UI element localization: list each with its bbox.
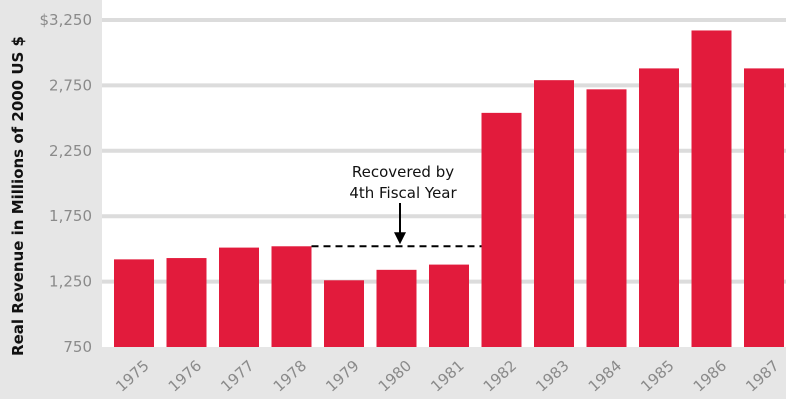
x-tick-label: 1983 bbox=[532, 357, 572, 396]
x-tick-label: 1987 bbox=[742, 357, 782, 396]
bar-1981 bbox=[429, 264, 469, 347]
x-tick-label: 1978 bbox=[270, 357, 310, 396]
bar-1983 bbox=[534, 80, 574, 347]
x-tick-label: 1981 bbox=[427, 357, 467, 396]
bar-1979 bbox=[324, 280, 364, 347]
bar-1987 bbox=[744, 68, 784, 348]
bar-1980 bbox=[376, 269, 417, 347]
annotation: Recovered by 4th Fiscal Year bbox=[311, 163, 482, 248]
x-tick-label: 1980 bbox=[375, 357, 415, 396]
annotation-line-1: Recovered by bbox=[352, 163, 454, 181]
bars bbox=[114, 30, 784, 348]
bar-1975 bbox=[114, 259, 154, 347]
bar-1982 bbox=[481, 112, 522, 347]
y-tick-label: 1,250 bbox=[49, 273, 92, 291]
y-tick-label: 2,750 bbox=[49, 76, 92, 94]
y-axis-ticks: 750 1,250 1,750 2,250 2,750 $3,250 bbox=[40, 11, 93, 356]
y-tick-label: 1,750 bbox=[49, 207, 92, 225]
bar-1986 bbox=[691, 30, 732, 348]
x-tick-label: 1985 bbox=[637, 357, 677, 396]
annotation-arrow-head bbox=[394, 232, 406, 245]
x-tick-label: 1979 bbox=[322, 357, 362, 396]
bar-1977 bbox=[219, 247, 259, 347]
y-tick-label: $3,250 bbox=[40, 11, 93, 29]
bar-1984 bbox=[586, 89, 627, 347]
bar-1985 bbox=[639, 68, 679, 348]
x-tick-label: 1977 bbox=[217, 357, 257, 396]
y-tick-label: 2,250 bbox=[49, 142, 92, 160]
x-tick-label: 1982 bbox=[480, 357, 520, 396]
x-tick-label: 1975 bbox=[112, 357, 152, 396]
x-tick-label: 1984 bbox=[585, 357, 625, 396]
y-tick-label: 750 bbox=[63, 338, 92, 356]
x-tick-label: 1986 bbox=[690, 357, 730, 396]
bar-1978 bbox=[271, 246, 312, 347]
bar-1976 bbox=[166, 258, 207, 347]
x-tick-label: 1976 bbox=[165, 357, 205, 396]
annotation-line-2: 4th Fiscal Year bbox=[349, 184, 457, 202]
x-axis-ticks: 1975 1976 1977 1978 1979 1980 1981 1982 1983 1984… bbox=[112, 357, 782, 396]
y-axis-label: Real Revenue in Millions of 2000 US $ bbox=[9, 36, 27, 356]
